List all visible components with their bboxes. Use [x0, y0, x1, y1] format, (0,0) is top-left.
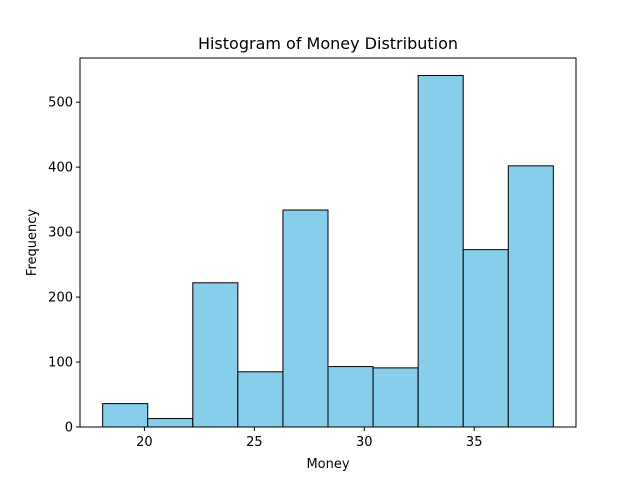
histogram-bar	[147, 418, 194, 428]
x-axis-label: Money	[306, 457, 349, 472]
histogram-bar	[417, 75, 464, 428]
y-axis-label: Frequency	[25, 209, 40, 276]
y-axis-ticks: 0 100 200 300 400 500	[48, 96, 80, 436]
y-tick-label: 300	[48, 226, 73, 241]
bars-group	[102, 75, 554, 428]
y-tick-label: 200	[48, 291, 73, 306]
chart-title: Histogram of Money Distribution	[198, 34, 458, 53]
histogram-bar	[327, 366, 374, 428]
x-tick-label: 30	[356, 435, 373, 450]
histogram-bar	[102, 403, 149, 428]
y-tick-label: 100	[48, 356, 73, 371]
histogram-bar	[237, 371, 284, 428]
y-tick-label: 500	[48, 96, 73, 111]
y-tick-label: 0	[65, 421, 73, 436]
plot-area-frame	[79, 57, 577, 428]
histogram-bar	[372, 367, 419, 428]
x-tick-label: 35	[466, 435, 483, 450]
y-tick-label: 400	[48, 161, 73, 176]
x-tick-label: 20	[136, 435, 153, 450]
histogram-bar	[507, 165, 554, 428]
histogram-bar	[462, 249, 509, 428]
x-tick-label: 25	[246, 435, 263, 450]
histogram-bar	[282, 209, 329, 428]
histogram-bar	[192, 282, 239, 428]
x-axis-ticks: 20 25 30 35	[136, 427, 482, 450]
